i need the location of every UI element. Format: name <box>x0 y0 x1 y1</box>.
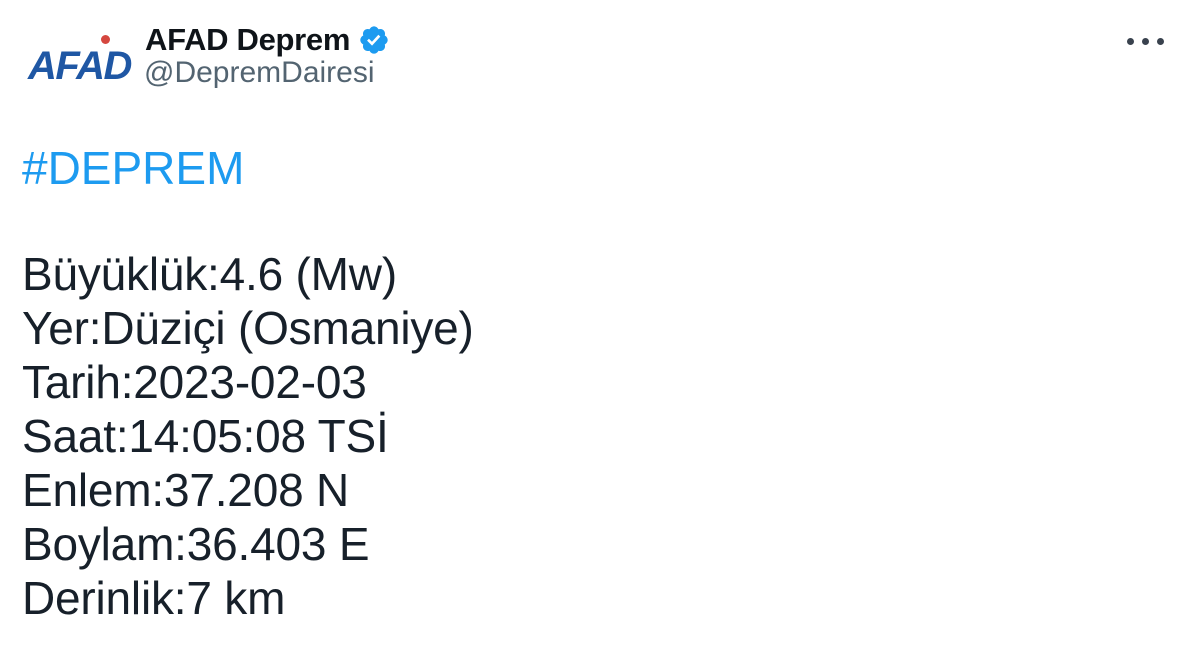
more-options-button[interactable] <box>1118 24 1172 58</box>
author-name-row: AFAD Deprem <box>145 22 390 58</box>
body-line-location: Yer:Düziçi (Osmaniye) <box>22 302 474 354</box>
more-icon <box>1141 37 1149 45</box>
author-handle[interactable]: @DepremDairesi <box>144 56 375 89</box>
verified-badge-icon <box>360 26 388 54</box>
body-line-date: Tarih:2023-02-03 <box>22 356 367 408</box>
avatar[interactable]: AFAD <box>18 12 132 104</box>
tweet-body: Büyüklük:4.6 (Mw) Yer:Düziçi (Osmaniye) … <box>22 247 474 625</box>
afad-logo: AFAD <box>28 44 132 88</box>
more-icon <box>1156 37 1164 45</box>
author-display-name[interactable]: AFAD Deprem <box>145 22 351 57</box>
more-icon <box>1126 37 1134 45</box>
body-line-longitude: Boylam:36.403 E <box>22 518 370 570</box>
afad-logo-dot <box>101 35 110 44</box>
body-line-magnitude: Büyüklük:4.6 (Mw) <box>22 248 397 300</box>
hashtag-link[interactable]: #DEPREM <box>22 142 245 194</box>
body-line-latitude: Enlem:37.208 N <box>22 464 350 516</box>
body-line-time: Saat:14:05:08 TSİ <box>22 410 389 462</box>
body-line-depth: Derinlik:7 km <box>22 572 286 624</box>
